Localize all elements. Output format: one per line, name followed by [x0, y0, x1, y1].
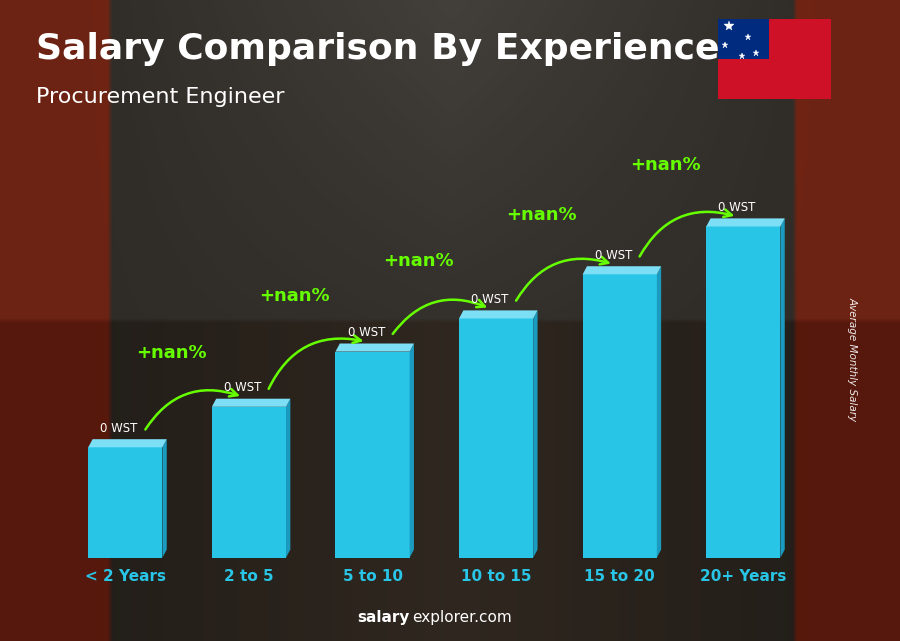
Text: Salary Comparison By Experience: Salary Comparison By Experience: [36, 32, 719, 66]
Bar: [718, 19, 769, 60]
Polygon shape: [212, 399, 291, 407]
Text: Procurement Engineer: Procurement Engineer: [36, 87, 284, 106]
Text: +nan%: +nan%: [383, 252, 454, 270]
Polygon shape: [286, 399, 291, 558]
Text: +nan%: +nan%: [630, 156, 701, 174]
Text: 0 WST: 0 WST: [595, 249, 632, 262]
Text: 0 WST: 0 WST: [347, 326, 385, 339]
Bar: [336, 352, 410, 558]
Polygon shape: [162, 439, 166, 558]
Text: 0 WST: 0 WST: [101, 422, 138, 435]
Text: 0 WST: 0 WST: [718, 201, 756, 214]
Bar: [212, 407, 286, 558]
Bar: [459, 319, 533, 558]
Polygon shape: [410, 344, 414, 558]
Polygon shape: [706, 219, 785, 226]
Text: explorer.com: explorer.com: [412, 610, 512, 625]
Text: 0 WST: 0 WST: [472, 293, 508, 306]
Text: Average Monthly Salary: Average Monthly Salary: [848, 297, 858, 421]
Polygon shape: [336, 344, 414, 352]
Bar: [706, 226, 780, 558]
Text: salary: salary: [357, 610, 410, 625]
Text: +nan%: +nan%: [259, 287, 330, 305]
Text: +nan%: +nan%: [136, 344, 206, 362]
Polygon shape: [88, 439, 166, 447]
Text: 0 WST: 0 WST: [224, 381, 261, 394]
Polygon shape: [657, 266, 662, 558]
Text: +nan%: +nan%: [507, 206, 577, 224]
Polygon shape: [780, 219, 785, 558]
Polygon shape: [582, 266, 662, 274]
Bar: [582, 274, 657, 558]
Polygon shape: [459, 310, 537, 319]
Polygon shape: [533, 310, 537, 558]
Bar: [88, 447, 162, 558]
